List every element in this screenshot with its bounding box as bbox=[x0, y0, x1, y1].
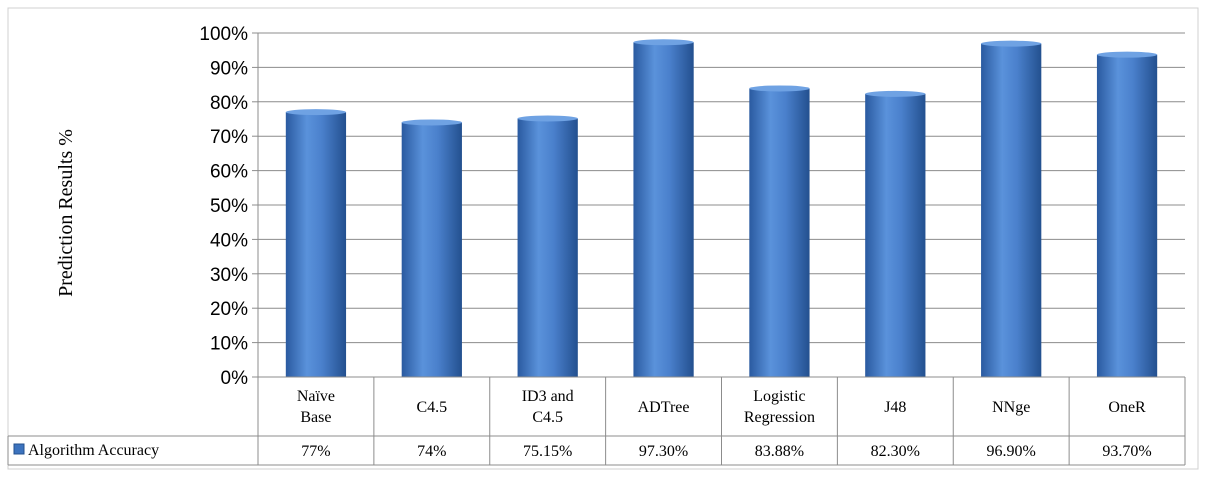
data-value-label: 96.90% bbox=[987, 443, 1036, 460]
bar bbox=[633, 42, 694, 378]
data-value-label: 97.30% bbox=[639, 443, 688, 460]
y-tick-label: 0% bbox=[221, 368, 249, 389]
data-value-label: 75.15% bbox=[523, 443, 572, 460]
bar-group bbox=[981, 40, 1042, 377]
data-value-label: 82.30% bbox=[871, 443, 920, 460]
data-value-label: 83.88% bbox=[755, 443, 804, 460]
data-value-label: 93.70% bbox=[1102, 443, 1151, 460]
bar-group bbox=[285, 109, 347, 378]
y-tick-label: 20% bbox=[210, 299, 248, 320]
chart-border bbox=[7, 7, 1199, 470]
gridlines bbox=[252, 32, 1185, 465]
legend-swatch bbox=[13, 443, 25, 455]
x-category-label: NNge bbox=[992, 399, 1030, 416]
bar bbox=[401, 122, 462, 377]
y-axis-label: Prediction Results % bbox=[55, 129, 77, 297]
x-category-label: Logistic Regression bbox=[744, 388, 815, 426]
y-axis-ticks: 0% 10% 20% 30% 40% 50% 60% 70% 80% 90% 100% bbox=[199, 24, 248, 389]
bar-cap bbox=[981, 40, 1042, 47]
y-tick-label: 100% bbox=[199, 24, 248, 45]
bar-cap bbox=[1096, 51, 1158, 58]
y-tick-label: 40% bbox=[210, 230, 248, 251]
y-tick-label: 60% bbox=[210, 162, 248, 183]
y-tick-label: 80% bbox=[210, 93, 248, 114]
bar bbox=[285, 112, 347, 378]
bar-cap bbox=[749, 85, 810, 92]
data-table: Naïve Base C4.5 ID3 and C4.5 ADTree Logistic Re… bbox=[7, 376, 1186, 466]
y-tick-label: 50% bbox=[210, 196, 248, 217]
bar-group bbox=[865, 90, 926, 377]
y-tick-label: 10% bbox=[210, 334, 248, 355]
bar bbox=[1096, 54, 1158, 378]
x-category-label: ADTree bbox=[638, 399, 690, 416]
bar bbox=[749, 88, 810, 378]
bar-cap bbox=[285, 109, 347, 116]
x-category-label: J48 bbox=[884, 399, 906, 416]
bar-cap bbox=[517, 115, 578, 122]
bar-cap bbox=[401, 119, 462, 126]
bar-group bbox=[517, 115, 578, 377]
legend-series-name: Algorithm Accuracy bbox=[28, 442, 159, 459]
bar-group bbox=[749, 85, 810, 378]
data-value-label: 77% bbox=[301, 443, 330, 460]
y-tick-label: 90% bbox=[210, 58, 248, 79]
x-category-label: OneR bbox=[1108, 399, 1146, 416]
bar-cap bbox=[633, 39, 694, 46]
data-value-label: 74% bbox=[417, 443, 446, 460]
x-category-label: ID3 and C4.5 bbox=[522, 388, 574, 426]
bars bbox=[285, 39, 1158, 378]
y-tick-label: 70% bbox=[210, 127, 248, 148]
bar-group bbox=[1096, 51, 1158, 378]
bar bbox=[865, 93, 926, 377]
bar bbox=[517, 118, 578, 377]
bar bbox=[981, 43, 1042, 377]
x-category-label: Naïve Base bbox=[297, 388, 335, 426]
bar-cap bbox=[865, 90, 926, 97]
bar-group bbox=[401, 119, 462, 377]
y-tick-label: 30% bbox=[210, 265, 248, 286]
x-category-label: C4.5 bbox=[416, 399, 447, 416]
bar-group bbox=[633, 39, 694, 378]
